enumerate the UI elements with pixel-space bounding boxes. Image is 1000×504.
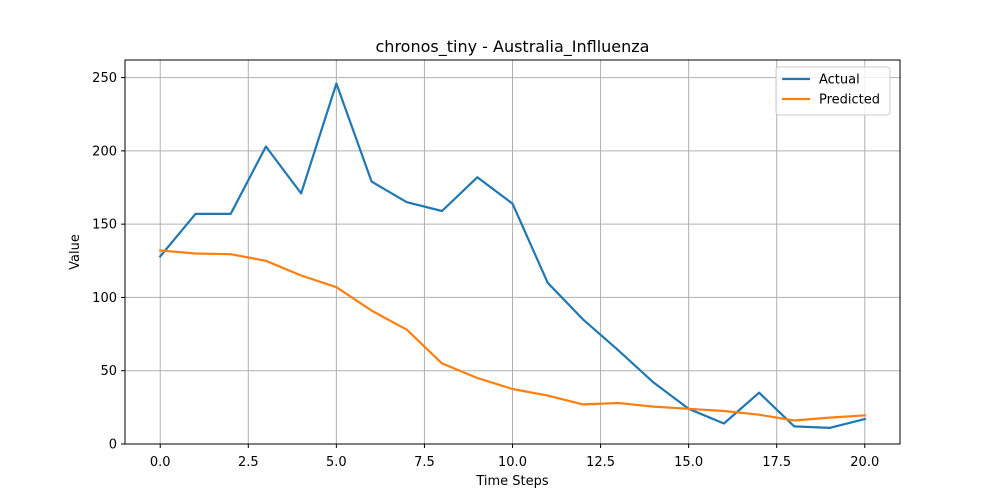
x-tick-label: 7.5 — [414, 455, 435, 470]
x-tick-label: 10.0 — [498, 455, 527, 470]
y-axis-label: Value — [68, 234, 83, 270]
x-tick-label: 17.5 — [762, 455, 791, 470]
y-tick-label: 50 — [100, 364, 117, 379]
x-tick-label: 2.5 — [238, 455, 259, 470]
y-tick-label: 200 — [92, 144, 117, 159]
y-tick-label: 0 — [109, 438, 117, 453]
y-tick-label: 250 — [92, 71, 117, 86]
y-tick-label: 100 — [92, 291, 117, 306]
legend-label-predicted: Predicted — [819, 93, 880, 108]
series-line-actual — [158, 82, 867, 429]
legend-label-actual: Actual — [819, 73, 860, 88]
x-axis-label: Time Steps — [475, 474, 549, 489]
x-tick-label: 20.0 — [850, 455, 879, 470]
x-tick-label: 0.0 — [150, 455, 171, 470]
x-tick-label: 12.5 — [586, 455, 615, 470]
plot-series — [158, 82, 867, 429]
legend: Actual Predicted — [775, 66, 891, 116]
series-line-predicted — [159, 249, 866, 422]
x-tick-label: 5.0 — [326, 455, 347, 470]
axis-ticks: 0.0 2.5 5.0 7.5 10.0 12.5 15.0 17.5 20.0 0 50 100 15… — [92, 71, 879, 470]
chart-title: chronos_tiny - Australia_Inflluenza — [376, 37, 650, 57]
x-tick-label: 15.0 — [674, 455, 703, 470]
y-tick-label: 150 — [92, 218, 117, 233]
